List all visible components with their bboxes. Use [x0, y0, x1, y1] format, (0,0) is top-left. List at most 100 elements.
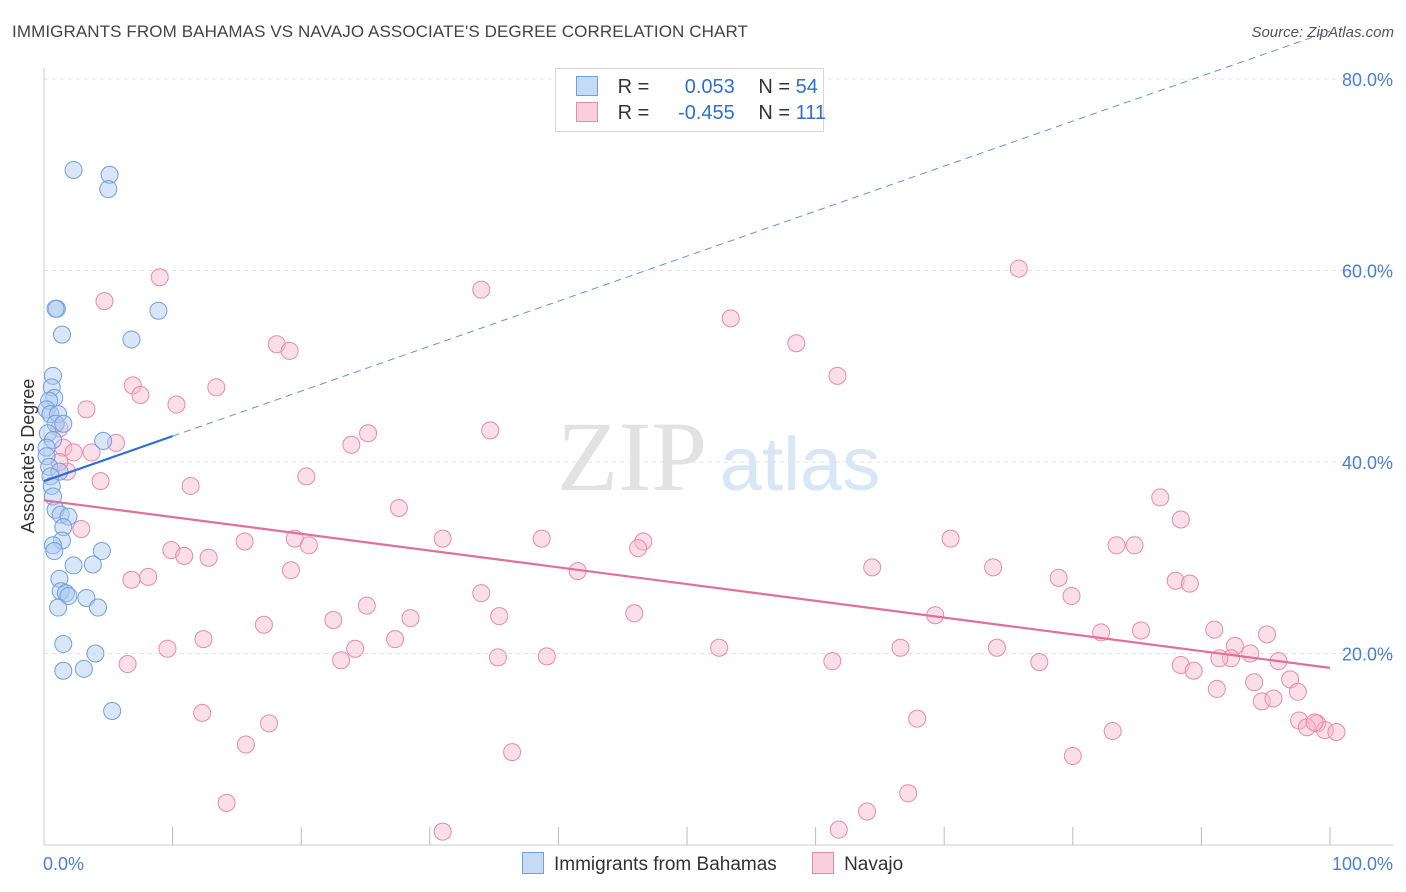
legend-r-value-1: 0.053 [684, 76, 735, 98]
bahamas-point-47 [74, 659, 93, 678]
navajo-point-38 [1125, 536, 1144, 555]
bahamas-point-32 [44, 536, 63, 555]
navajo-point-8 [828, 366, 847, 385]
navajo-point-11 [131, 385, 150, 404]
navajo-point-89 [1288, 682, 1307, 701]
navajo-point-91 [1264, 689, 1283, 708]
navajo-point-54 [472, 584, 491, 603]
navajo-point-100 [908, 709, 927, 728]
navajo-point-99 [260, 714, 279, 733]
x-tick-label-100: 100.0% [1332, 854, 1393, 874]
navajo-point-96 [1327, 723, 1346, 742]
watermark-atlas: atlas [720, 422, 881, 507]
bahamas-point-31 [53, 531, 72, 550]
navajo-points [50, 259, 1346, 841]
bahamas-point-36 [64, 556, 83, 575]
bahamas-point-16 [54, 414, 73, 433]
navajo-point-65 [1257, 625, 1276, 644]
navajo-point-64 [1205, 620, 1224, 639]
navajo-point-6 [280, 341, 299, 360]
navajo-point-10 [207, 378, 226, 397]
navajo-point-25 [91, 472, 110, 491]
legend-swatch-bahamas [522, 852, 544, 874]
navajo-point-102 [236, 735, 255, 754]
legend-item-navajo: Navajo [812, 852, 903, 876]
navajo-point-49 [139, 567, 158, 586]
bahamas-point-7 [122, 330, 141, 349]
trend-lines [43, 30, 1331, 669]
navajo-point-104 [1063, 746, 1082, 765]
watermark: ZIP atlas [557, 401, 880, 512]
bahamas-point-39 [56, 584, 75, 603]
legend-r-value-2: -0.455 [678, 102, 735, 124]
navajo-point-107 [433, 822, 452, 841]
navajo-point-28 [1151, 488, 1170, 507]
chart-title: IMMIGRANTS FROM BAHAMAS VS NAVAJO ASSOCI… [12, 22, 748, 41]
navajo-point-71 [891, 638, 910, 657]
legend-label-navajo: Navajo [844, 854, 904, 875]
source-label: Source: ZipAtlas.com [1251, 24, 1394, 41]
navajo-point-109 [829, 820, 848, 839]
navajo-point-30 [72, 520, 91, 539]
y-axis-label: Associate's Degree [18, 379, 38, 534]
navajo-point-105 [217, 793, 236, 812]
navajo-point-42 [175, 546, 194, 565]
legend-r-label-2: R = [617, 102, 650, 124]
navajo-point-0 [1009, 259, 1028, 278]
navajo-point-26 [181, 476, 200, 495]
bahamas-point-21 [37, 447, 56, 466]
legend-row-bahamas: R = 0.053 N = 54 [576, 76, 818, 100]
navajo-point-12 [167, 395, 186, 414]
navajo-point-33 [299, 536, 318, 555]
y-tick-label-20: 20.0% [1342, 645, 1393, 665]
navajo-point-95 [1315, 721, 1334, 740]
navajo-point-106 [899, 784, 918, 803]
navajo-point-37 [941, 529, 960, 548]
navajo-point-80 [537, 647, 556, 666]
navajo-point-103 [503, 743, 522, 762]
legend-swatch-navajo [812, 852, 835, 874]
y-tick-label-80: 80.0% [1342, 70, 1393, 90]
navajo-point-2 [472, 280, 491, 299]
bahamas-point-18 [44, 430, 63, 449]
navajo-point-9 [123, 376, 142, 395]
navajo-point-68 [158, 639, 177, 658]
bahamas-point-48 [103, 701, 122, 720]
navajo-point-81 [823, 652, 842, 671]
correlation-legend: R = 0.053 N = 54 R = -0.455 N = 111 [555, 68, 827, 132]
navajo-point-53 [1062, 587, 1081, 606]
bahamas-point-40 [59, 587, 78, 606]
bahamas-points [37, 160, 168, 720]
legend-label-bahamas: Immigrants from Bahamas [554, 854, 777, 875]
bahamas-point-22 [40, 457, 59, 476]
navajo-point-4 [721, 309, 740, 328]
navajo-point-70 [710, 638, 729, 657]
x-tick-label-0: 0.0% [43, 854, 84, 874]
bahamas-point-42 [89, 598, 108, 617]
navajo-point-57 [324, 610, 343, 629]
navajo-point-27 [389, 498, 408, 517]
bahamas-point-2 [99, 180, 118, 199]
navajo-point-50 [1049, 568, 1068, 587]
legend-n-value-1: 54 [795, 76, 818, 98]
navajo-point-83 [118, 655, 137, 674]
navajo-point-34 [433, 529, 452, 548]
legend-n-value-2: 111 [795, 102, 827, 124]
legend-n-label-1: N = [758, 76, 791, 98]
bahamas-point-29 [59, 507, 78, 526]
navajo-point-67 [386, 630, 405, 649]
legend-item-bahamas: Immigrants from Bahamas [522, 852, 777, 876]
navajo-point-85 [1184, 661, 1203, 680]
navajo-point-3 [95, 292, 114, 311]
bahamas-point-23 [50, 462, 69, 481]
bahamas-point-44 [54, 634, 73, 653]
navajo-point-72 [987, 638, 1006, 657]
navajo-point-7 [787, 334, 806, 353]
navajo-point-82 [1030, 653, 1049, 672]
navajo-point-66 [194, 630, 213, 649]
gridlines [44, 78, 1393, 654]
navajo-point-98 [193, 703, 212, 722]
bahamas-point-41 [77, 588, 96, 607]
navajo-point-97 [1305, 713, 1324, 732]
legend-swatch-blue [576, 76, 598, 96]
